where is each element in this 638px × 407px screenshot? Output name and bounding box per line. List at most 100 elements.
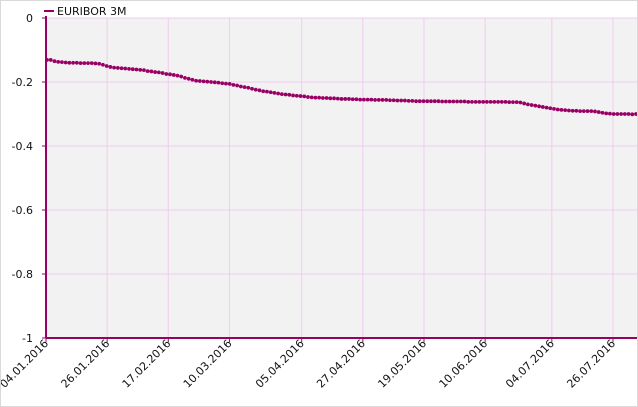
data-point	[324, 96, 329, 100]
data-point	[358, 97, 363, 102]
data-point	[294, 93, 299, 98]
data-point	[328, 96, 333, 101]
data-point	[97, 61, 102, 66]
data-point	[149, 69, 154, 74]
data-point	[224, 81, 228, 86]
data-point	[570, 108, 575, 113]
data-point	[60, 60, 64, 65]
data-point	[86, 61, 90, 66]
data-point	[153, 70, 158, 74]
data-point	[470, 99, 474, 104]
data-point	[78, 61, 83, 66]
data-point	[253, 87, 258, 92]
data-point	[298, 94, 303, 98]
data-point	[477, 99, 482, 104]
data-point	[56, 59, 61, 64]
x-tick-label: 27.04.2016	[314, 337, 368, 391]
data-point	[115, 66, 120, 70]
data-point	[421, 99, 426, 104]
data-point	[443, 99, 448, 104]
x-tick-label: 10.03.2016	[181, 337, 235, 391]
data-point	[52, 59, 57, 64]
data-point	[67, 60, 72, 65]
x-tick-label: 05.04.2016	[253, 337, 307, 391]
data-point	[168, 72, 172, 77]
data-point	[514, 100, 519, 105]
data-point	[473, 99, 478, 104]
data-point	[518, 100, 523, 105]
data-point	[309, 95, 314, 100]
data-point	[481, 99, 486, 104]
data-point	[347, 97, 351, 101]
data-point	[190, 77, 195, 82]
data-point	[250, 86, 254, 91]
data-point	[82, 61, 87, 66]
data-point	[622, 112, 627, 116]
data-point	[581, 109, 586, 114]
data-point	[391, 98, 396, 103]
data-point	[399, 98, 404, 103]
data-point	[313, 95, 318, 100]
y-tick-label: -0.8	[12, 268, 33, 281]
data-point	[212, 80, 217, 85]
data-point	[596, 110, 601, 114]
x-tick-label: 17.02.2016	[120, 337, 174, 391]
y-tick-label: -1	[22, 332, 33, 345]
data-point	[179, 74, 184, 79]
data-point	[373, 98, 377, 102]
data-point	[320, 96, 325, 100]
data-point	[209, 80, 213, 84]
data-point	[343, 97, 348, 101]
data-point	[574, 108, 579, 113]
data-point	[361, 97, 366, 102]
data-point	[615, 112, 620, 116]
data-point	[268, 90, 273, 95]
data-point	[127, 66, 131, 71]
data-point	[306, 95, 310, 99]
y-tick-label: -0.2	[12, 76, 33, 89]
data-points-layer	[45, 58, 637, 117]
data-point	[332, 96, 336, 101]
data-point	[589, 109, 594, 114]
data-point	[227, 82, 232, 86]
data-point	[462, 99, 467, 104]
data-point	[522, 101, 527, 106]
data-point	[365, 97, 370, 102]
data-point	[619, 112, 623, 116]
data-point	[101, 62, 105, 67]
data-point	[533, 103, 538, 108]
data-point	[369, 97, 374, 102]
data-point	[291, 93, 295, 98]
y-tick-label: -0.6	[12, 204, 33, 217]
legend-label: EURIBOR 3M	[57, 5, 127, 18]
data-point	[197, 79, 202, 83]
data-point	[89, 61, 94, 66]
data-point	[544, 105, 549, 110]
data-point	[201, 79, 206, 84]
data-point	[63, 60, 68, 65]
data-point	[272, 90, 277, 95]
data-point	[395, 98, 400, 103]
data-point	[112, 65, 116, 70]
data-point	[246, 85, 251, 90]
data-point	[156, 70, 161, 75]
data-point	[567, 108, 571, 113]
data-point	[104, 64, 109, 68]
data-point	[350, 97, 355, 102]
data-point	[175, 73, 180, 78]
data-point	[138, 67, 143, 72]
data-point	[634, 112, 637, 116]
data-point	[548, 106, 553, 111]
x-tick-label: 26.01.2016	[59, 337, 113, 391]
data-point	[283, 92, 288, 97]
data-point	[436, 99, 441, 104]
data-point	[74, 60, 79, 65]
data-point	[317, 95, 322, 100]
data-point	[503, 99, 508, 104]
data-point	[335, 96, 340, 101]
data-point	[186, 76, 191, 81]
data-point	[354, 97, 359, 102]
data-point	[145, 69, 150, 74]
data-point	[130, 67, 135, 72]
